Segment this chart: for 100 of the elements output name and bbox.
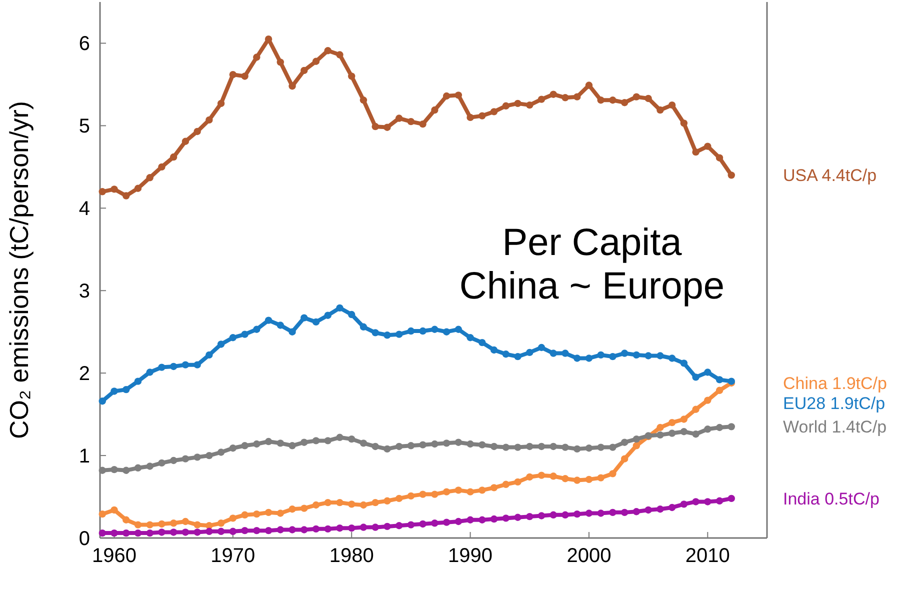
point [300, 314, 308, 322]
point [384, 124, 391, 131]
point [620, 99, 628, 106]
point [312, 318, 320, 326]
point [372, 498, 379, 506]
point [585, 510, 593, 517]
point [336, 51, 344, 58]
point [407, 492, 415, 500]
point [384, 445, 391, 453]
point [538, 96, 546, 103]
text: World 1.4tC/p [783, 418, 887, 437]
point [644, 94, 652, 102]
point [656, 106, 664, 114]
point [324, 525, 332, 533]
point [170, 456, 178, 464]
point [206, 116, 213, 124]
point [597, 474, 604, 482]
point [122, 529, 130, 537]
point [324, 437, 332, 444]
point [478, 338, 486, 346]
point [288, 506, 296, 513]
point [360, 440, 368, 447]
point [348, 524, 356, 532]
point [442, 488, 450, 496]
point [644, 506, 652, 514]
point [574, 476, 581, 484]
point [407, 442, 415, 450]
point [324, 498, 332, 506]
point [716, 386, 724, 394]
point [597, 510, 604, 517]
point [538, 472, 546, 479]
text: USA 4.4tC/p [783, 166, 877, 186]
point [680, 416, 688, 423]
point [360, 96, 368, 104]
point [206, 351, 213, 359]
point [478, 441, 486, 448]
point [146, 368, 154, 376]
point [478, 486, 486, 494]
point [632, 435, 640, 443]
point [620, 455, 628, 462]
point [550, 90, 557, 98]
point [336, 498, 344, 506]
point [229, 528, 237, 536]
point [668, 354, 676, 362]
point [98, 188, 106, 196]
point [146, 174, 154, 182]
point [253, 526, 260, 534]
point [490, 484, 498, 492]
x-tick-label: 2010 [685, 545, 730, 567]
point [454, 92, 462, 99]
point [656, 431, 664, 439]
point [526, 101, 534, 109]
point [454, 486, 462, 494]
point [585, 444, 593, 452]
point [98, 529, 106, 537]
point [632, 93, 640, 100]
point [538, 344, 546, 352]
point [490, 108, 498, 116]
point [384, 497, 391, 504]
point [442, 440, 450, 447]
point [170, 528, 178, 536]
point [538, 442, 546, 450]
point [158, 528, 166, 536]
point [656, 506, 664, 513]
point [312, 525, 320, 533]
point [728, 494, 735, 502]
point [454, 438, 462, 446]
point [134, 378, 142, 385]
point [466, 440, 474, 448]
point [585, 354, 593, 362]
point [692, 374, 700, 381]
point [384, 522, 391, 530]
point [110, 506, 118, 514]
point [668, 418, 676, 426]
point [241, 72, 248, 80]
point [550, 350, 557, 357]
point [490, 515, 498, 523]
point [229, 444, 237, 452]
point [704, 396, 712, 404]
point [348, 72, 356, 80]
point [182, 138, 190, 145]
point [585, 476, 593, 484]
point [574, 445, 581, 453]
point [395, 522, 403, 530]
point [478, 112, 486, 120]
point [574, 354, 581, 362]
point [336, 304, 344, 312]
point [300, 526, 308, 534]
point [514, 100, 522, 108]
point [194, 454, 201, 461]
point [312, 501, 320, 509]
point [122, 192, 130, 200]
point [324, 312, 332, 319]
point [300, 504, 308, 512]
point [206, 528, 213, 536]
point [264, 438, 272, 446]
point [288, 328, 296, 336]
point [431, 106, 438, 114]
point [692, 498, 700, 506]
point [348, 500, 356, 508]
